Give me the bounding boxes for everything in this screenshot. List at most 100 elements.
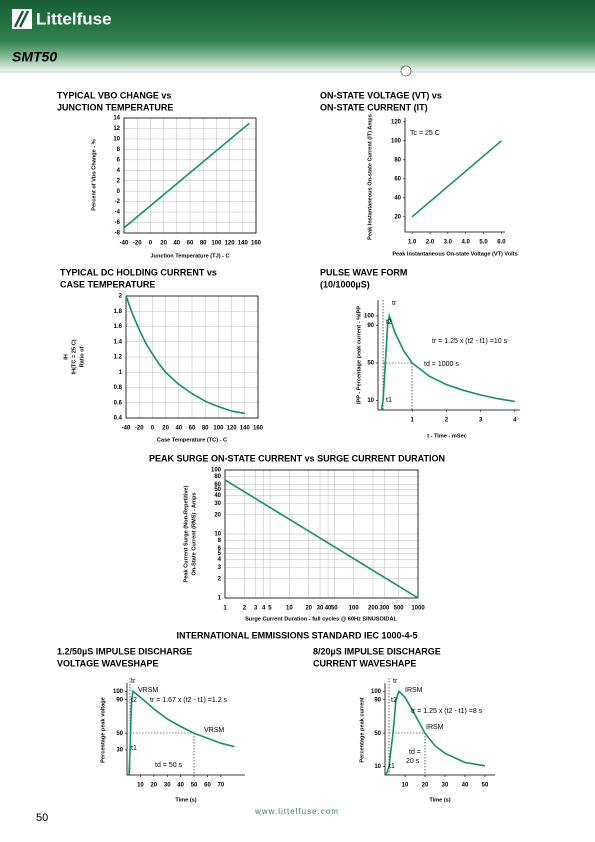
x-tick-label: 40 [462, 783, 469, 789]
y-tick-label: 0.8 [114, 385, 123, 391]
y-tick-label: 2 [117, 178, 121, 184]
y-tick-label: 80 [214, 474, 221, 480]
page-number: 50 [36, 812, 48, 824]
annotation: td = 50 s [155, 762, 183, 769]
x-axis-label: Junction Temperature (TJ) - C [150, 253, 229, 259]
x-tick-label: 70 [218, 783, 225, 789]
x-tick-label: 3 [254, 606, 258, 612]
y-tick-label: 60 [214, 482, 221, 488]
chart-title: TYPICAL DC HOLDING CURRENT vs [60, 267, 217, 277]
x-tick-label: 4.0 [462, 240, 471, 246]
y-axis-label: IPP - Percentage peak current - %IPP [356, 306, 362, 404]
chart-title: VOLTAGE WAVESHAPE [57, 658, 159, 668]
y-tick-label: 50 [367, 361, 374, 367]
x-axis-label: Case Temperature (TC) - C [157, 437, 227, 443]
annotation: tr [392, 300, 397, 307]
y-tick-label: 100 [364, 314, 375, 320]
chart-title: (10/1000µS) [320, 279, 370, 289]
x-tick-label: 500 [394, 606, 405, 612]
y-tick-label: 90 [374, 697, 381, 703]
y-tick-label: 1.2 [114, 355, 123, 361]
y-axis-label: IH(TC = 25 C) [71, 339, 77, 374]
x-tick-label: 20 [422, 783, 429, 789]
data-line [224, 479, 419, 599]
y-tick-label: 3 [218, 565, 222, 571]
chart-title: JUNCTION TEMPERATURE [57, 102, 173, 112]
y-tick-label: 40 [394, 195, 401, 201]
x-tick-label: 160 [253, 426, 264, 432]
y-tick-label: -6 [115, 220, 121, 226]
y-axis-label: IH [63, 354, 69, 360]
x-tick-label: 40 [173, 241, 180, 247]
chart-title: CURRENT WAVESHAPE [313, 658, 416, 668]
chart-title: CASE TEMPERATURE [60, 279, 155, 289]
x-axis-label: Time (s) [175, 797, 196, 803]
y-axis-label: Percentage peak current [359, 697, 365, 762]
x-tick-label: 3.0 [444, 240, 453, 246]
banner [0, 0, 595, 74]
y-tick-label: 4 [117, 168, 121, 174]
y-tick-label: 100 [371, 689, 382, 695]
y-tick-label: 2 [119, 294, 123, 300]
x-tick-label: 30 [317, 606, 324, 612]
y-tick-label: 90 [116, 697, 123, 703]
y-tick-label: 0 [117, 189, 121, 195]
x-tick-label: 60 [187, 241, 194, 247]
y-tick-label: 4 [218, 557, 222, 563]
x-tick-label: 1.0 [408, 240, 417, 246]
chart-title: PEAK SURGE ON-STATE CURRENT vs SURGE CUR… [149, 453, 445, 463]
data-line [125, 295, 245, 415]
y-axis-label: Percent of Vbo Change - % [91, 139, 97, 211]
annotation: t1 [386, 397, 392, 404]
x-tick-label: 60 [204, 783, 211, 789]
chart-title: PULSE WAVE FORM [320, 267, 407, 277]
y-tick-label: 10 [214, 532, 221, 538]
annotation: td = 1000 s [424, 361, 459, 368]
y-tick-label: -8 [115, 231, 121, 237]
x-tick-label: 40 [175, 426, 182, 432]
x-tick-label: 120 [225, 241, 236, 247]
product: SMT50 [12, 49, 57, 65]
x-tick-label: 20 [305, 606, 312, 612]
data-line [128, 689, 235, 776]
annotation: VRSM [204, 727, 224, 734]
y-axis-label: Peak Current Surge (Non-Repetitive) [183, 485, 189, 582]
x-tick-label: 4 [262, 606, 266, 612]
x-tick-label: 2 [445, 418, 449, 424]
data-line [380, 312, 516, 411]
plot-frame [224, 469, 419, 599]
x-tick-label: 2.0 [426, 240, 435, 246]
y-tick-label: 1.6 [114, 324, 123, 330]
x-tick-label: 20 [162, 426, 169, 432]
y-tick-label: 10 [374, 764, 381, 770]
x-tick-label: 20 [160, 241, 167, 247]
y-tick-label: 1 [218, 596, 222, 602]
y-tick-label: 1 [119, 370, 123, 376]
x-tick-label: 1 [411, 418, 415, 424]
x-tick-label: 60 [189, 426, 196, 432]
annotation: t2 [131, 697, 137, 704]
y-tick-label: 100 [113, 689, 124, 695]
ornament [400, 65, 412, 77]
chart-title: TYPICAL VBO CHANGE vs [57, 90, 171, 100]
y-tick-label: 6 [117, 157, 121, 163]
annotation: tr = 1.67 x (t2 - t1) =1.2 s [150, 697, 228, 704]
annotation: tr [393, 678, 398, 685]
y-tick-label: 1.8 [114, 309, 123, 315]
x-tick-label: 1 [223, 606, 227, 612]
annotation: td = [409, 749, 421, 756]
data-line [123, 122, 250, 229]
annotation: IRSM [405, 687, 423, 694]
x-tick-label: 100 [349, 606, 360, 612]
y-tick-label: 6 [218, 546, 222, 552]
y-tick-label: 120 [391, 119, 402, 125]
x-tick-label: 0 [149, 241, 153, 247]
chart-title: 1.2/50µS IMPULSE DISCHARGE [57, 646, 192, 656]
y-tick-label: -4 [115, 210, 121, 216]
x-tick-label: -20 [135, 426, 144, 432]
y-tick-label: 40 [214, 493, 221, 499]
y-axis-label: On-State Current (RMS) - Amps [191, 492, 197, 575]
x-tick-label: 10 [286, 606, 293, 612]
x-tick-label: 80 [202, 426, 209, 432]
